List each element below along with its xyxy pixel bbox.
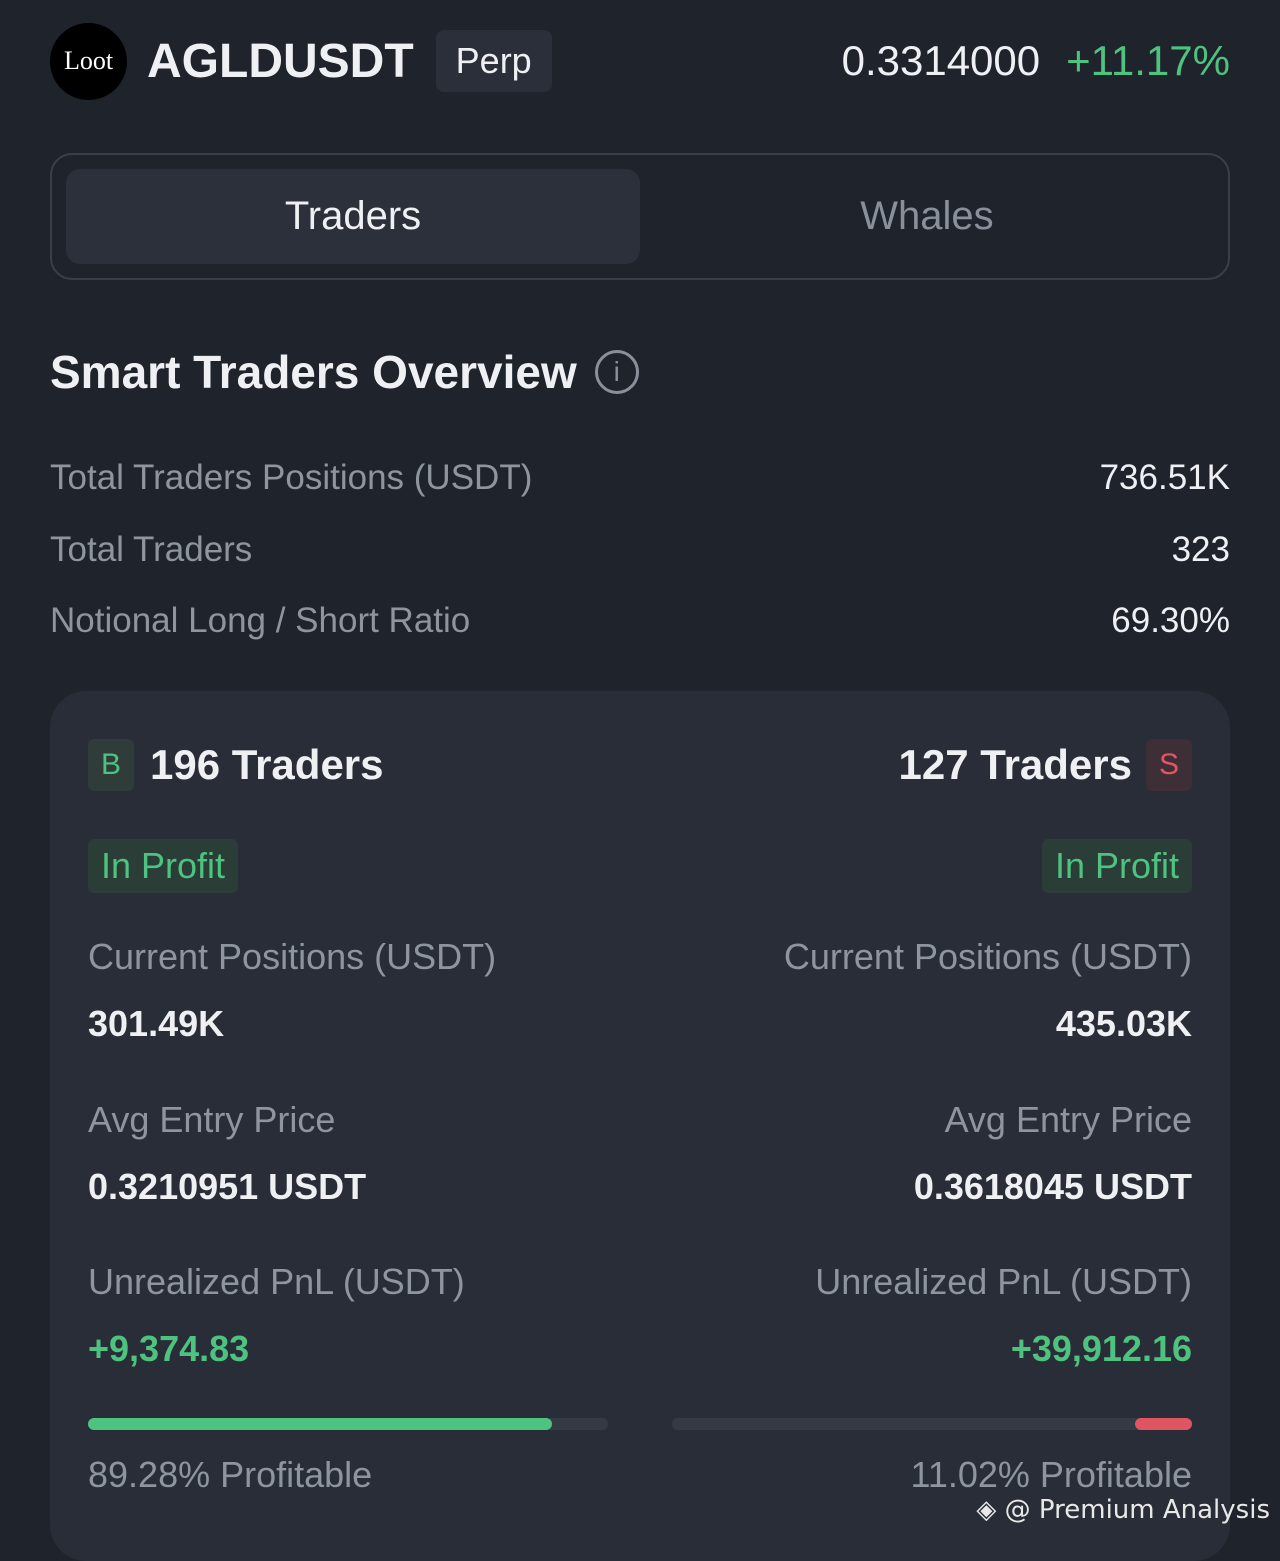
header: Loot AGLDUSDT Perp 0.3314000 +11.17%: [50, 22, 1230, 100]
price-change: +11.17%: [1066, 37, 1230, 84]
short-profitable-text: 11.02% Profitable: [910, 1454, 1192, 1495]
binance-logo-icon: ◈: [976, 1495, 1005, 1525]
short-profitable-fill: [1134, 1418, 1192, 1430]
short-entry-label: Avg Entry Price: [944, 1099, 1192, 1140]
info-icon[interactable]: i: [594, 350, 639, 394]
long-profitable-bar: [88, 1418, 608, 1430]
long-short-card: B 196 Traders In Profit Current Positions…: [50, 691, 1230, 1561]
short-profitable-bar: [672, 1418, 1192, 1430]
tab-traders[interactable]: Traders: [66, 169, 640, 264]
short-entry-value: 0.3618045 USDT: [913, 1166, 1192, 1207]
long-positions-label: Current Positions (USDT): [88, 936, 497, 977]
long-traders-count: 196 Traders: [150, 741, 384, 788]
short-pnl-label: Unrealized PnL (USDT): [815, 1261, 1192, 1302]
short-status-badge: In Profit: [1041, 839, 1192, 893]
stat-label: Notional Long / Short Ratio: [50, 601, 471, 640]
symbol: AGLDUSDT: [147, 34, 414, 88]
stat-row: Total Traders Positions (USDT) 736.51K: [50, 458, 1230, 498]
section-title-text: Smart Traders Overview: [50, 346, 577, 398]
stat-label: Total Traders Positions (USDT): [50, 458, 533, 497]
long-entry-value: 0.3210951 USDT: [88, 1166, 367, 1207]
long-entry-label: Avg Entry Price: [88, 1099, 336, 1140]
buy-badge: B: [88, 739, 134, 791]
long-profitable-fill: [88, 1418, 553, 1430]
stat-label: Total Traders: [50, 530, 253, 569]
stat-value: 736.51K: [1099, 458, 1230, 497]
long-status-badge: In Profit: [88, 839, 239, 893]
long-pnl-label: Unrealized PnL (USDT): [88, 1261, 465, 1302]
section-title: Smart Traders Overview i: [50, 345, 639, 399]
long-profitable-text: 89.28% Profitable: [88, 1454, 373, 1495]
stat-row: Total Traders 323: [50, 530, 1230, 570]
stat-value: 69.30%: [1111, 601, 1230, 640]
watermark-text: @ Premium Analysis: [1004, 1495, 1270, 1525]
stat-value: 323: [1171, 530, 1230, 569]
sell-badge: S: [1146, 739, 1192, 791]
tab-whales[interactable]: Whales: [860, 194, 994, 238]
long-pnl-value: +9,374.83: [88, 1328, 250, 1369]
last-price: 0.3314000: [841, 37, 1041, 84]
short-traders-count: 127 Traders: [898, 741, 1132, 788]
short-positions-value: 435.03K: [1055, 1003, 1192, 1044]
tab-bar: Traders Whales: [50, 153, 1230, 280]
watermark: ◈ @ Premium Analysis: [976, 1495, 1270, 1525]
contract-type-badge: Perp: [435, 30, 552, 92]
short-pnl-value: +39,912.16: [1010, 1328, 1192, 1369]
token-logo: Loot: [50, 22, 127, 100]
long-positions-value: 301.49K: [88, 1003, 225, 1044]
stat-row: Notional Long / Short Ratio 69.30%: [50, 601, 1230, 641]
short-positions-label: Current Positions (USDT): [783, 936, 1192, 977]
